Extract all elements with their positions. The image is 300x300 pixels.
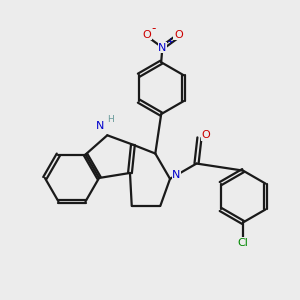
Text: +: + xyxy=(166,37,173,46)
Text: Cl: Cl xyxy=(238,238,248,248)
Text: N: N xyxy=(158,43,166,52)
Text: O: O xyxy=(174,30,183,40)
Text: O: O xyxy=(143,30,152,40)
Text: H: H xyxy=(107,116,114,124)
Text: N: N xyxy=(172,170,181,180)
Text: -: - xyxy=(151,22,156,35)
Text: N: N xyxy=(96,122,104,131)
Text: O: O xyxy=(202,130,210,140)
